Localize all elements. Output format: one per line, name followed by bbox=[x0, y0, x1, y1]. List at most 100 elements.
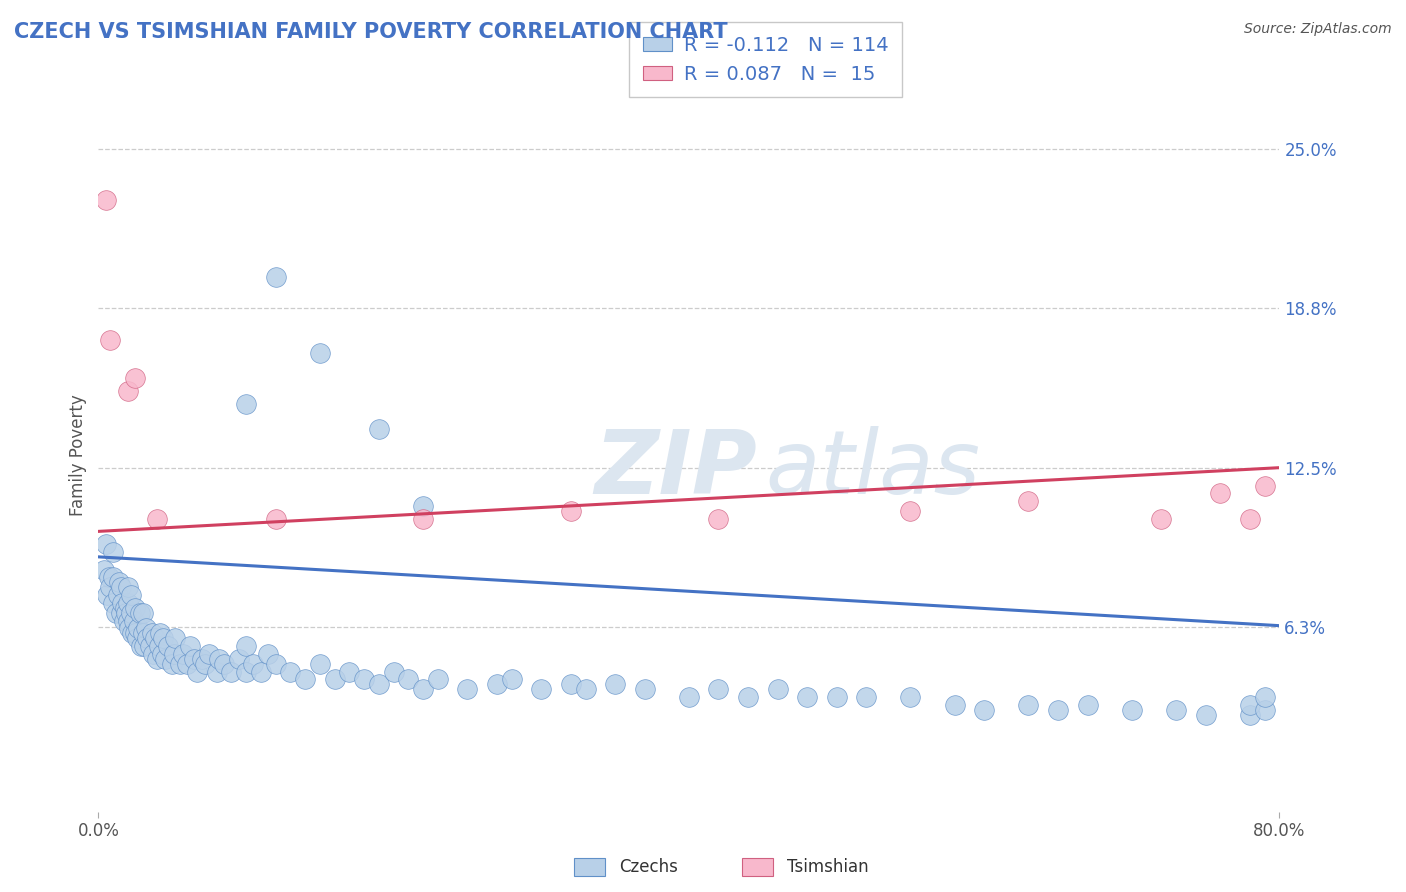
Point bbox=[172, 647, 194, 661]
Point bbox=[368, 677, 391, 691]
Point bbox=[257, 647, 280, 661]
Point bbox=[1254, 478, 1277, 492]
Point bbox=[427, 672, 450, 686]
Point bbox=[143, 632, 166, 646]
Point bbox=[737, 690, 759, 704]
Point bbox=[103, 545, 125, 559]
Point bbox=[128, 606, 150, 620]
Point bbox=[169, 657, 191, 671]
Point bbox=[1018, 698, 1040, 712]
Point bbox=[900, 690, 922, 704]
Text: ZIP: ZIP bbox=[595, 425, 758, 513]
Point bbox=[150, 647, 173, 661]
Point bbox=[153, 652, 176, 666]
Y-axis label: Family Poverty: Family Poverty bbox=[69, 394, 87, 516]
Point bbox=[139, 639, 162, 653]
Point bbox=[97, 570, 120, 584]
Point bbox=[382, 665, 405, 679]
Text: atlas: atlas bbox=[766, 426, 980, 512]
Point bbox=[179, 639, 201, 653]
Point bbox=[707, 511, 730, 525]
Point bbox=[114, 600, 136, 615]
Point bbox=[212, 657, 235, 671]
Point bbox=[412, 511, 434, 525]
Point bbox=[339, 665, 361, 679]
Point bbox=[1018, 493, 1040, 508]
Point bbox=[129, 639, 152, 653]
Point bbox=[264, 269, 287, 284]
Point bbox=[294, 672, 316, 686]
Point bbox=[111, 596, 134, 610]
Point bbox=[575, 682, 598, 697]
Point bbox=[132, 626, 155, 640]
Legend: R = -0.112   N = 114, R = 0.087   N =  15: R = -0.112 N = 114, R = 0.087 N = 15 bbox=[630, 22, 903, 97]
Point bbox=[183, 652, 205, 666]
Point bbox=[530, 682, 553, 697]
Point bbox=[103, 570, 125, 584]
Point bbox=[796, 690, 818, 704]
Point bbox=[235, 665, 257, 679]
Point bbox=[117, 614, 139, 628]
Point bbox=[501, 672, 523, 686]
Point bbox=[125, 632, 148, 646]
Point bbox=[98, 581, 121, 595]
Point bbox=[1077, 698, 1099, 712]
Point bbox=[117, 581, 139, 595]
Point bbox=[766, 682, 789, 697]
Point bbox=[94, 537, 117, 551]
Point bbox=[368, 422, 391, 436]
Point bbox=[309, 346, 332, 360]
Point bbox=[120, 606, 142, 620]
Point bbox=[1254, 690, 1277, 704]
Point bbox=[1195, 707, 1218, 722]
Point bbox=[98, 333, 121, 347]
Point bbox=[198, 647, 221, 661]
Point bbox=[242, 657, 264, 671]
Point bbox=[560, 677, 582, 691]
Point bbox=[634, 682, 657, 697]
Point bbox=[264, 511, 287, 525]
Point bbox=[148, 639, 170, 653]
Point bbox=[146, 511, 169, 525]
Text: CZECH VS TSIMSHIAN FAMILY POVERTY CORRELATION CHART: CZECH VS TSIMSHIAN FAMILY POVERTY CORREL… bbox=[14, 22, 728, 42]
Point bbox=[165, 632, 187, 646]
Point bbox=[221, 665, 243, 679]
Point bbox=[208, 652, 231, 666]
Point bbox=[205, 665, 228, 679]
Point bbox=[120, 588, 142, 602]
Point bbox=[457, 682, 479, 697]
Point bbox=[107, 588, 129, 602]
Point bbox=[127, 621, 149, 635]
Point bbox=[398, 672, 420, 686]
Point bbox=[124, 600, 146, 615]
Point bbox=[108, 575, 131, 590]
Point bbox=[194, 657, 217, 671]
Point bbox=[1046, 703, 1070, 717]
Point bbox=[605, 677, 627, 691]
Point bbox=[110, 606, 132, 620]
Point bbox=[162, 657, 183, 671]
Text: Czechs: Czechs bbox=[619, 858, 678, 876]
Point bbox=[323, 672, 346, 686]
Point bbox=[112, 614, 135, 628]
Point bbox=[191, 652, 214, 666]
Point bbox=[186, 665, 208, 679]
Point bbox=[103, 596, 125, 610]
Point bbox=[142, 647, 165, 661]
Point bbox=[135, 621, 157, 635]
Point bbox=[678, 690, 700, 704]
Point bbox=[855, 690, 877, 704]
Point bbox=[1239, 707, 1261, 722]
Point bbox=[152, 632, 174, 646]
Point bbox=[825, 690, 848, 704]
Point bbox=[1254, 703, 1277, 717]
Point bbox=[118, 621, 141, 635]
Point bbox=[264, 657, 287, 671]
Point bbox=[176, 657, 198, 671]
Point bbox=[412, 682, 434, 697]
Point bbox=[149, 626, 172, 640]
Point bbox=[132, 606, 155, 620]
Text: Tsimshian: Tsimshian bbox=[787, 858, 869, 876]
Point bbox=[156, 639, 179, 653]
Point bbox=[122, 614, 145, 628]
